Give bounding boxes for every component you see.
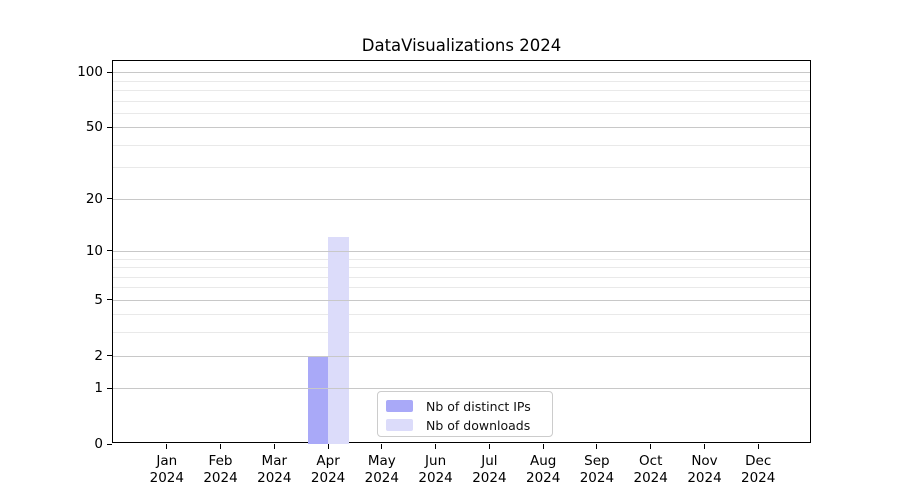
minor-gridline <box>113 167 810 169</box>
x-tick-label: Jul 2024 <box>472 453 507 486</box>
y-tick <box>107 71 112 73</box>
x-tick-label: Nov 2024 <box>687 453 722 486</box>
legend-item-downloads: Nb of downloads <box>386 416 544 434</box>
y-tick <box>107 250 112 252</box>
legend-item-distinct-ips: Nb of distinct IPs <box>386 397 544 415</box>
minor-gridline <box>113 287 810 289</box>
x-tick <box>650 444 652 449</box>
y-tick <box>107 126 112 128</box>
plot-area: 0 1 2 5 10 20 50 100 Jan 2024 Feb 2024 Mar 2024 Apr… <box>77 60 811 486</box>
x-tick-label: Jan 2024 <box>149 453 184 486</box>
minor-gridline <box>113 258 810 260</box>
minor-gridline <box>113 100 810 102</box>
minor-gridline <box>113 80 810 82</box>
x-tick-label: May 2024 <box>364 453 399 486</box>
x-tick <box>435 444 437 449</box>
x-tick <box>166 444 168 449</box>
y-tick <box>107 198 112 200</box>
major-gridline <box>113 198 810 200</box>
y-tick-label: 100 <box>77 64 103 81</box>
x-tick <box>757 444 759 449</box>
y-tick <box>107 443 112 445</box>
x-tick-label: Mar 2024 <box>257 453 292 486</box>
major-gridline <box>113 127 810 129</box>
minor-gridline <box>113 276 810 278</box>
legend-label-downloads: Nb of downloads <box>426 417 531 433</box>
y-tick-label: 5 <box>94 291 103 308</box>
y-tick-label: 2 <box>94 347 103 364</box>
major-gridline <box>113 388 810 390</box>
x-tick <box>219 444 222 449</box>
x-tick <box>488 444 490 449</box>
x-tick-label: Oct 2024 <box>633 453 668 486</box>
major-gridline <box>113 250 810 252</box>
major-gridline <box>113 72 810 74</box>
x-tick-label: Dec 2024 <box>741 453 776 486</box>
legend-label-distinct-ips: Nb of distinct IPs <box>426 398 531 414</box>
y-tick-label: 0 <box>94 436 103 452</box>
y-tick <box>107 387 112 389</box>
x-tick <box>327 444 329 449</box>
legend: Nb of distinct IPs Nb of downloads <box>377 391 553 437</box>
minor-gridline <box>113 314 810 316</box>
x-tick <box>381 444 383 449</box>
minor-gridline <box>113 89 810 91</box>
bar-distinct-ips <box>307 355 329 444</box>
y-tick <box>107 299 112 301</box>
bar-downloads <box>328 237 349 444</box>
x-tick-label: Aug 2024 <box>526 453 561 486</box>
x-tick <box>273 444 275 449</box>
y-tick-label: 10 <box>85 242 103 259</box>
legend-swatch-distinct-ips <box>386 400 413 412</box>
x-tick-label: Feb 2024 <box>203 453 238 486</box>
x-tick-label: Jun 2024 <box>418 453 453 486</box>
y-tick-label: 50 <box>85 119 103 136</box>
major-gridline <box>113 299 810 301</box>
x-tick-label: Sep 2024 <box>579 453 615 486</box>
minor-gridline <box>113 144 810 146</box>
minor-gridline <box>113 112 810 114</box>
y-tick-label: 20 <box>85 190 103 207</box>
y-tick-label: 1 <box>94 380 103 397</box>
x-tick <box>542 444 544 449</box>
y-tick <box>107 355 112 357</box>
chart-title: DataVisualizations 2024 <box>361 36 562 55</box>
minor-gridline <box>113 332 810 334</box>
major-gridline <box>113 355 810 357</box>
x-tick-label: Apr 2024 <box>310 453 346 486</box>
x-tick <box>703 444 706 449</box>
legend-swatch-downloads <box>386 419 413 431</box>
x-tick <box>596 444 598 449</box>
minor-gridline <box>113 267 810 268</box>
